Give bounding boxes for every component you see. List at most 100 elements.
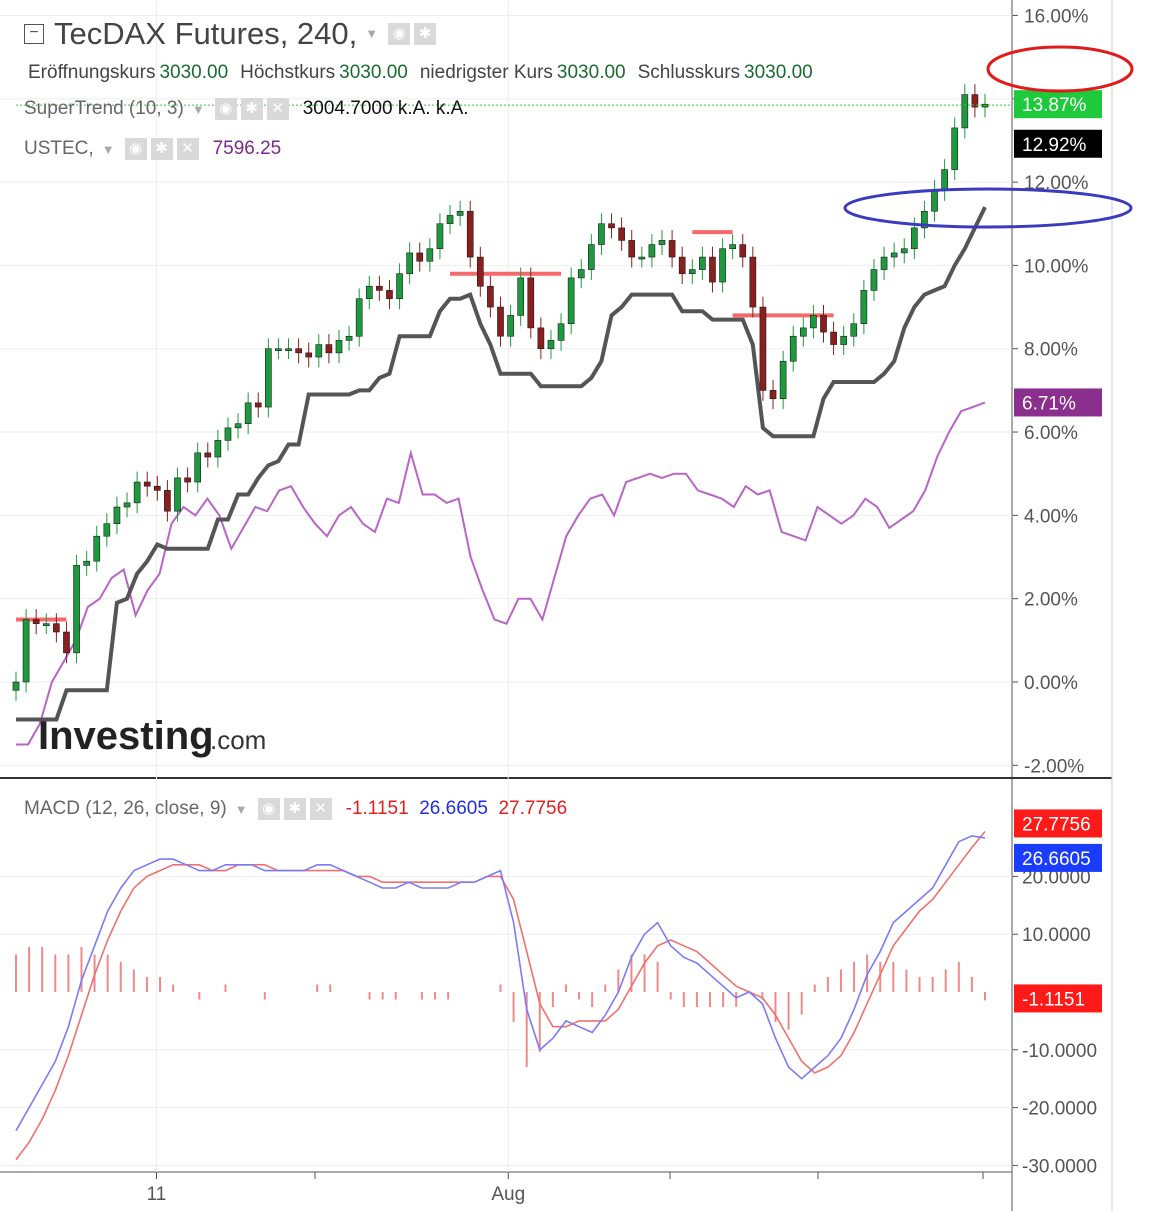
gear-icon[interactable]: ✱ (240, 98, 263, 120)
candle (194, 452, 202, 483)
candle (386, 290, 393, 300)
chevron-down-icon[interactable]: ▼ (365, 26, 379, 42)
supertrend-value: 3004.7000 (302, 98, 393, 119)
collapse-icon[interactable]: − (24, 23, 44, 44)
axis-value-label-bg (1014, 843, 1102, 872)
gear-icon[interactable]: ✱ (283, 798, 306, 820)
candle (749, 256, 757, 308)
candle (658, 240, 666, 245)
candle (608, 223, 615, 229)
candle (517, 277, 525, 316)
candle (285, 348, 292, 352)
macd-hist-value: -1.1151 (345, 798, 409, 819)
macd-axis: 20.0000 10.0000 -10.0000 -20.0000 -30.0000 (1012, 867, 1097, 1177)
candle (497, 306, 504, 337)
price-tick-label: -2.00% (1024, 756, 1084, 777)
candle (921, 210, 928, 229)
candle (789, 335, 797, 362)
supertrend-legend: SuperTrend (10, 3) ▼ ◉ ✱ ✕ 3004.7000 k.A. k.A… (24, 98, 469, 120)
chart-title: TecDAX Futures, 240, (54, 15, 358, 51)
macd-line (15, 835, 986, 1132)
candle (275, 348, 282, 352)
candle (577, 269, 585, 279)
axis-value-label-bg (1014, 809, 1102, 838)
candle (265, 348, 272, 408)
supertrend-extra-1: k.A. (397, 98, 431, 119)
close-icon[interactable]: ✕ (266, 98, 289, 120)
candle (699, 256, 706, 270)
candle (53, 623, 60, 633)
eye-icon[interactable]: ◉ (388, 22, 411, 45)
candle (305, 352, 313, 358)
eye-icon[interactable]: ◉ (124, 138, 147, 160)
macd-tick-label: -20.0000 (1022, 1099, 1097, 1120)
close-icon[interactable]: ✕ (176, 138, 199, 160)
candle (254, 402, 262, 408)
candle (345, 335, 353, 341)
candle (870, 269, 878, 291)
annotation-blue-ellipse (843, 187, 1133, 229)
close-icon[interactable]: ✕ (309, 798, 332, 820)
price-tick-label: 2.00% (1024, 590, 1078, 611)
candle (63, 631, 70, 654)
candle (436, 223, 444, 250)
price-tick-label: 0.00% (1024, 673, 1078, 694)
ohlc-high-value: 3030.00 (339, 62, 408, 83)
candle (42, 623, 50, 626)
candles-layer (12, 84, 989, 701)
candle (224, 427, 232, 441)
candle (598, 223, 605, 245)
candle (739, 244, 747, 258)
watermark: Investing .com (38, 714, 266, 758)
gear-icon[interactable]: ✱ (414, 22, 437, 45)
ustec-label: USTEC, (24, 138, 94, 159)
candle (93, 535, 101, 562)
candle (466, 210, 474, 258)
candle (234, 423, 242, 429)
axis-value-label-bg (1014, 984, 1102, 1013)
ohlc-open-label: Eröffnungskurs (28, 62, 156, 83)
candle (355, 298, 363, 337)
macd-legend: MACD (12, 26, close, 9) ▼ ◉ ✱ ✕ -1.1151 26.66… (24, 798, 567, 820)
ohlc-close-value: 3030.00 (744, 62, 813, 83)
candle (113, 506, 121, 524)
candle (850, 323, 858, 337)
candle (588, 244, 595, 270)
candle (820, 315, 827, 333)
candle (719, 248, 726, 283)
candle (860, 290, 868, 325)
axis-value-label: -1.1151 (1022, 989, 1085, 1010)
eye-icon[interactable]: ◉ (257, 798, 280, 820)
candle (164, 490, 171, 512)
chevron-down-icon[interactable]: ▼ (234, 801, 248, 817)
axis-value-label: 27.7756 (1022, 814, 1091, 835)
candle (325, 344, 333, 354)
chart-title-row: − TecDAX Futures, 240, ▼ ◉ ✱ (24, 14, 437, 52)
ohlc-open-value: 3030.00 (159, 62, 229, 83)
gear-icon[interactable]: ✱ (150, 138, 173, 160)
candle (406, 252, 413, 275)
price-tick-label: 6.00% (1024, 423, 1078, 444)
eye-icon[interactable]: ◉ (214, 98, 237, 120)
candle (567, 277, 575, 325)
macd-tick-label: -10.0000 (1022, 1041, 1097, 1062)
candle (153, 485, 161, 491)
ustec-layer (16, 401, 986, 746)
supertrend-layer (16, 206, 987, 722)
candle (476, 256, 484, 287)
macd-layer (15, 830, 986, 1161)
ohlc-high-label: Höchstkurs (240, 62, 336, 83)
candle (143, 481, 151, 487)
candle (416, 252, 424, 262)
candle (799, 327, 807, 337)
candle (961, 94, 969, 129)
candle (648, 244, 656, 258)
candle (73, 565, 80, 654)
axis-value-label: 13.87% (1022, 95, 1087, 116)
chevron-down-icon[interactable]: ▼ (191, 101, 205, 117)
ohlc-close-label: Schlusskurs (637, 62, 741, 83)
candle (911, 227, 918, 250)
chevron-down-icon[interactable]: ▼ (101, 141, 115, 157)
candle (446, 215, 454, 225)
candle (335, 340, 343, 354)
